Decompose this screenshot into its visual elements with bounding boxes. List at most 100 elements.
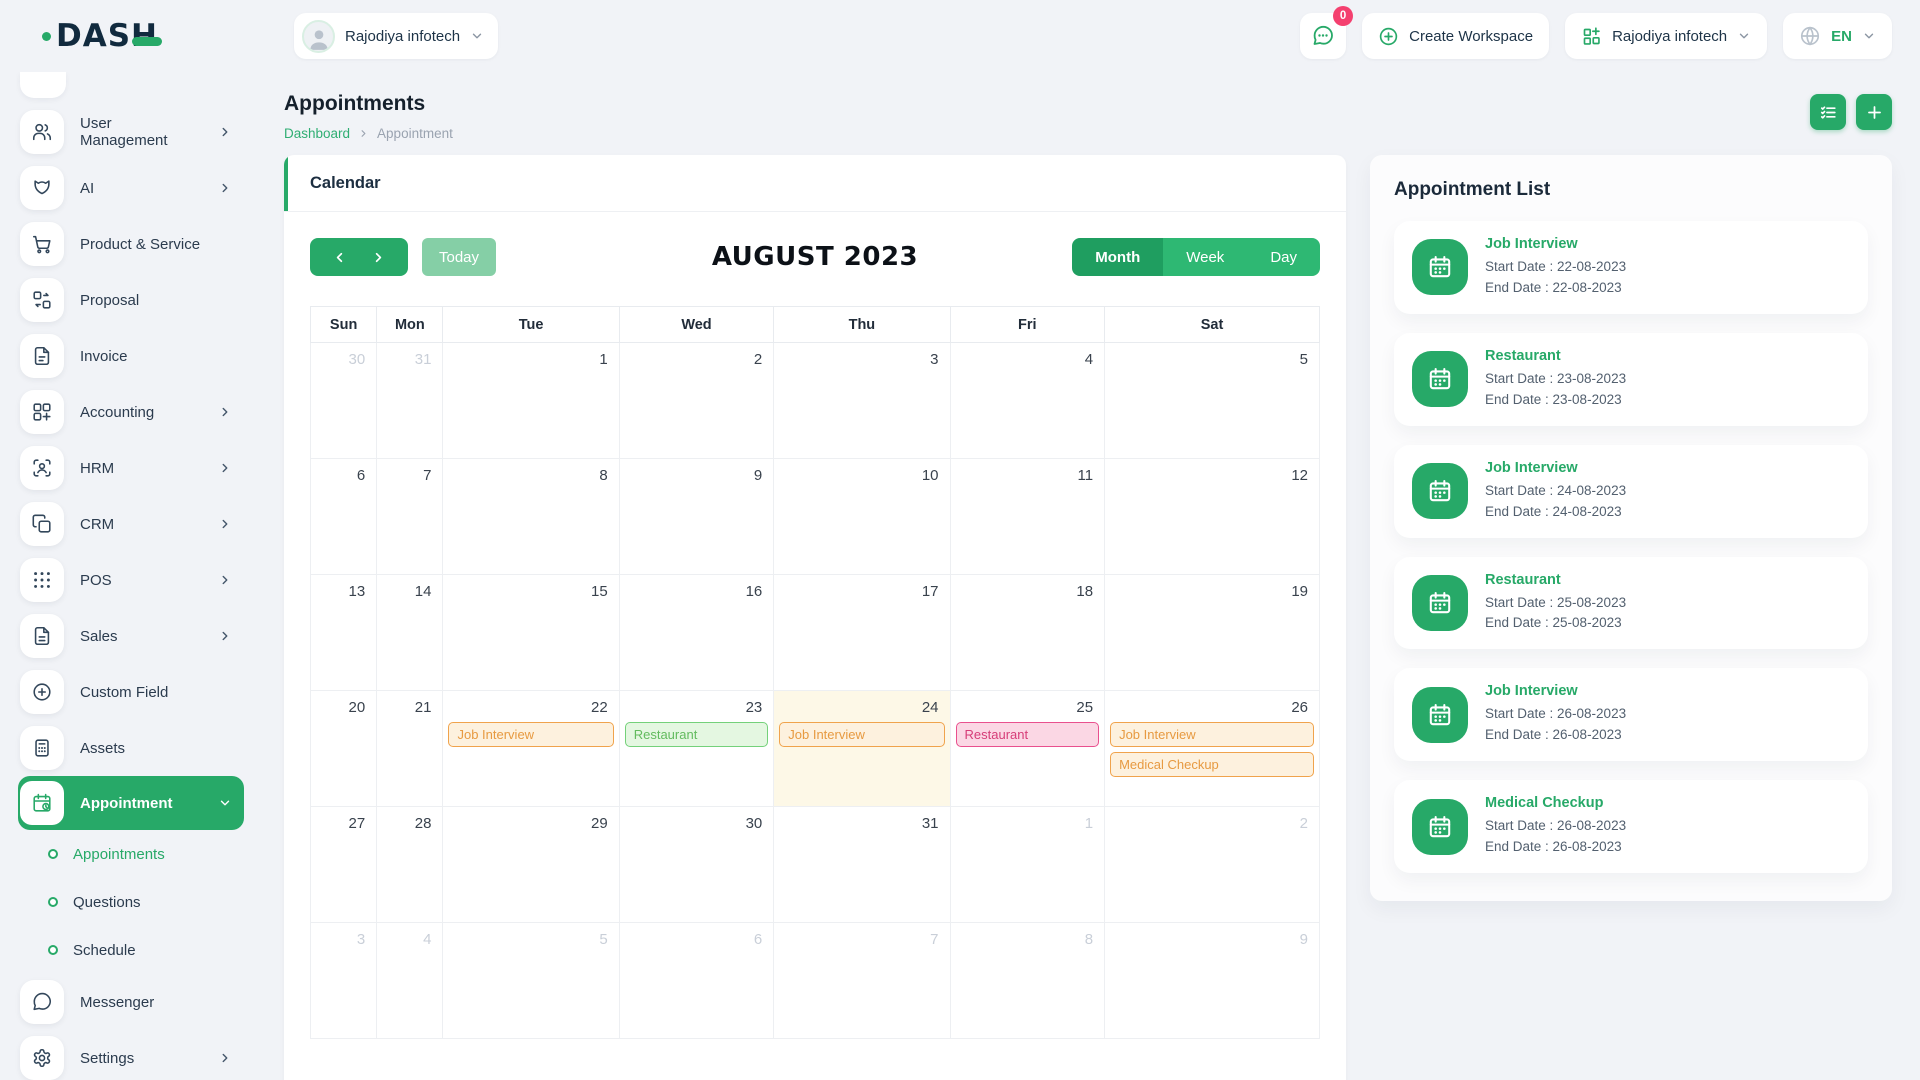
calendar-day-cell[interactable]: 17	[773, 574, 951, 691]
workspace-menu[interactable]: Rajodiya infotech	[1565, 13, 1768, 59]
calendar-day-cell[interactable]: 18	[949, 574, 1106, 691]
messenger-icon	[20, 980, 64, 1024]
body-row: User Management AI Product & Service Propos…	[0, 72, 1920, 1080]
today-button[interactable]: Today	[422, 238, 497, 276]
view-month-button[interactable]: Month	[1072, 238, 1164, 276]
calendar-day-cell[interactable]: 20	[309, 690, 378, 807]
appointment-card[interactable]: Restaurant Start Date : 25-08-2023 End Dat…	[1394, 556, 1868, 650]
calendar-day-cell[interactable]: 5	[442, 922, 620, 1039]
sidebar-subitem-questions[interactable]: Questions	[18, 878, 244, 926]
calendar-day-cell[interactable]: 7	[376, 458, 444, 575]
calendar-event[interactable]: Restaurant	[955, 722, 1100, 747]
calendar-day-cell[interactable]: 10	[773, 458, 951, 575]
calendar-event[interactable]: Job Interview	[779, 722, 945, 747]
calendar-day-cell[interactable]: 27	[309, 806, 378, 923]
workspace-switcher[interactable]: Rajodiya infotech	[294, 13, 499, 59]
calendar-day-cell[interactable]: 3	[773, 342, 951, 459]
calculator-icon	[20, 726, 64, 770]
calendar-day-cell[interactable]: 15	[442, 574, 620, 691]
calendar-event[interactable]: Restaurant	[624, 722, 769, 747]
day-number: 1	[599, 351, 608, 368]
calendar-day-cell-today[interactable]: 24 Job Interview	[773, 690, 951, 807]
messenger-button[interactable]: 0	[1300, 6, 1354, 59]
calendar-day-cell[interactable]: 7	[773, 922, 951, 1039]
brand-logo[interactable]: DASH	[42, 18, 272, 54]
view-day-button[interactable]: Day	[1247, 238, 1320, 276]
appointment-card[interactable]: Medical Checkup Start Date : 26-08-2023 En…	[1394, 780, 1868, 874]
calendar-day-cell[interactable]: 8	[949, 922, 1106, 1039]
calendar-day-cell[interactable]: 12	[1104, 458, 1320, 575]
calendar-event[interactable]: Job Interview	[1110, 722, 1314, 747]
calendar-day-cell[interactable]: 14	[376, 574, 444, 691]
calendar-day-cell[interactable]: 3	[309, 922, 378, 1039]
appointment-card[interactable]: Restaurant Start Date : 23-08-2023 End Dat…	[1394, 332, 1868, 426]
calendar-day-cell[interactable]: 25 Restaurant	[949, 690, 1106, 807]
calendar-day-cell[interactable]: 30	[618, 806, 775, 923]
calendar-day-cell[interactable]: 2	[1104, 806, 1320, 923]
sidebar-item-custom-field[interactable]: Custom Field	[18, 664, 244, 720]
sidebar-item-pos[interactable]: POS	[18, 552, 244, 608]
create-workspace-button[interactable]: Create Workspace	[1362, 13, 1550, 59]
chevron-down-icon	[218, 796, 232, 810]
appointment-card[interactable]: Job Interview Start Date : 24-08-2023 End …	[1394, 444, 1868, 538]
logo-dash-icon	[132, 36, 162, 46]
sidebar-item-assets[interactable]: Assets	[18, 720, 244, 776]
calendar-day-cell[interactable]: 4	[376, 922, 444, 1039]
sidebar-item-sales[interactable]: Sales	[18, 608, 244, 664]
calendar-grid-wrap: Sun Mon Tue Wed Thu Fri Sat 30 31 1 2 3 4 5 6 7 8 9 10 11 1…	[309, 306, 1320, 1039]
calendar-day-cell[interactable]: 11	[949, 458, 1106, 575]
language-selector[interactable]: EN	[1783, 13, 1892, 59]
sidebar-item-appointment[interactable]: Appointment	[18, 776, 244, 830]
calendar-day-cell[interactable]: 13	[309, 574, 378, 691]
calendar-day-cell[interactable]: 22 Job Interview	[442, 690, 620, 807]
sidebar-item-invoice[interactable]: Invoice	[18, 328, 244, 384]
calendar-day-header-row: Sun Mon Tue Wed Thu Fri Sat	[309, 306, 1320, 343]
calendar-day-cell[interactable]: 8	[442, 458, 620, 575]
sidebar-item-ai[interactable]: AI	[18, 160, 244, 216]
day-number: 2	[1299, 815, 1308, 832]
calendar-day-cell[interactable]: 26 Job Interview Medical Checkup	[1104, 690, 1320, 807]
calendar-day-cell[interactable]: 31	[773, 806, 951, 923]
sidebar-item-product-service[interactable]: Product & Service	[18, 216, 244, 272]
sidebar-item-user-management[interactable]: User Management	[18, 104, 244, 160]
sidebar-item-crm[interactable]: CRM	[18, 496, 244, 552]
calendar-event[interactable]: Job Interview	[448, 722, 614, 747]
day-number: 14	[414, 583, 432, 600]
sidebar-item-accounting[interactable]: Accounting	[18, 384, 244, 440]
sidebar-item-proposal[interactable]: Proposal	[18, 272, 244, 328]
sidebar-item-label: Product & Service	[80, 235, 201, 253]
calendar-icon	[1412, 798, 1468, 855]
calendar-day-cell[interactable]: 5	[1104, 342, 1320, 459]
calendar-event[interactable]: Medical Checkup	[1110, 752, 1314, 777]
calendar-day-cell[interactable]: 21	[376, 690, 444, 807]
appointment-card[interactable]: Job Interview Start Date : 22-08-2023 End …	[1394, 221, 1868, 314]
calendar-day-cell[interactable]: 28	[376, 806, 444, 923]
calendar-day-cell[interactable]: 6	[309, 458, 378, 575]
calendar-day-cell[interactable]: 2	[618, 342, 775, 459]
calendar-prev-next-buttons[interactable]	[310, 238, 408, 276]
calendar-day-cell[interactable]: 31	[376, 342, 444, 459]
add-appointment-button[interactable]	[1856, 94, 1892, 130]
sidebar-item-messenger[interactable]: Messenger	[18, 974, 244, 1030]
calendar-day-cell[interactable]: 1	[949, 806, 1106, 923]
sidebar-item-settings[interactable]: Settings	[18, 1030, 244, 1080]
sidebar-subitem-schedule[interactable]: Schedule	[18, 926, 244, 974]
appointment-list-view-button[interactable]	[1810, 94, 1846, 130]
calendar-day-cell[interactable]: 30	[309, 342, 378, 459]
view-week-button[interactable]: Week	[1163, 238, 1248, 276]
breadcrumb-dashboard-link[interactable]: Dashboard	[284, 126, 351, 141]
calendar-day-cell[interactable]: 16	[618, 574, 775, 691]
logo-text: DASH	[56, 18, 158, 54]
calendar-day-cell[interactable]: 29	[442, 806, 620, 923]
calendar-day-cell[interactable]: 1	[442, 342, 620, 459]
calendar-day-cell[interactable]: 6	[618, 922, 775, 1039]
calendar-day-cell[interactable]: 4	[949, 342, 1106, 459]
sidebar-subitem-appointments[interactable]: Appointments	[18, 830, 244, 878]
calendar-day-cell[interactable]: 9	[1104, 922, 1320, 1039]
calendar-day-cell[interactable]: 19	[1104, 574, 1320, 691]
calendar-day-cell[interactable]: 9	[618, 458, 775, 575]
calendar-day-cell[interactable]: 23 Restaurant	[618, 690, 775, 807]
appointment-card[interactable]: Job Interview Start Date : 26-08-2023 End …	[1394, 668, 1868, 762]
day-number: 25	[1076, 699, 1094, 716]
sidebar-item-hrm[interactable]: HRM	[18, 440, 244, 496]
